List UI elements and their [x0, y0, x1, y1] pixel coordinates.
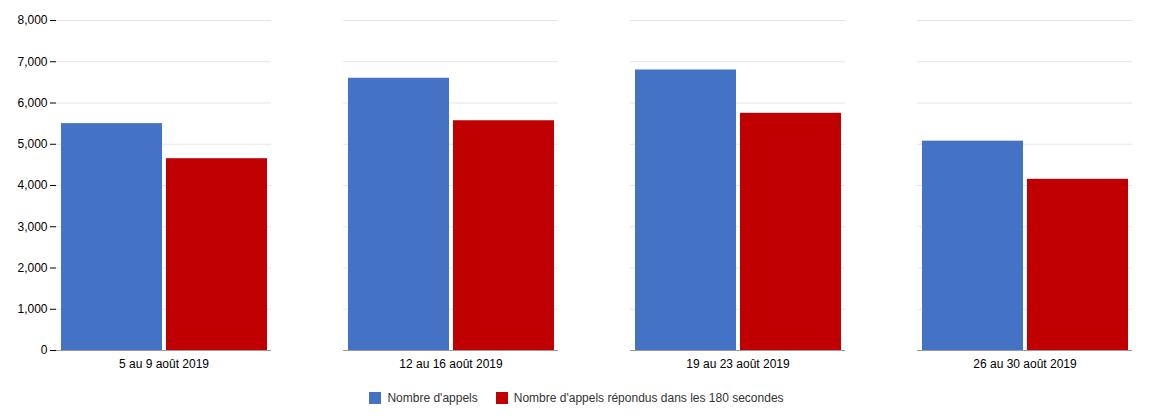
svg-text:8,000: 8,000	[17, 13, 47, 27]
svg-text:2,000: 2,000	[17, 261, 47, 275]
html-text:Nombre d'appels répondus dans: Nombre d'appels répondus dans les 180 se…	[513, 391, 784, 405]
svg-text:26 au 30 août 2019: 26 au 30 août 2019	[973, 357, 1077, 371]
svg-text:3,000: 3,000	[17, 220, 47, 234]
svg-text:12 au 16 août 2019: 12 au 16 août 2019	[399, 357, 503, 371]
svg-text:4,000: 4,000	[17, 178, 47, 192]
svg-text:0: 0	[41, 343, 48, 357]
svg-text:5,000: 5,000	[17, 137, 47, 151]
svg-text:19 au 23 août 2019: 19 au 23 août 2019	[686, 357, 790, 371]
svg-text:6,000: 6,000	[17, 96, 47, 110]
svg-text:5 au 9 août 2019: 5 au 9 août 2019	[119, 357, 209, 371]
svg-text:1,000: 1,000	[17, 302, 47, 316]
html-text:Nombre d'appels: Nombre d'appels	[387, 391, 478, 405]
svg-text:7,000: 7,000	[17, 55, 47, 69]
